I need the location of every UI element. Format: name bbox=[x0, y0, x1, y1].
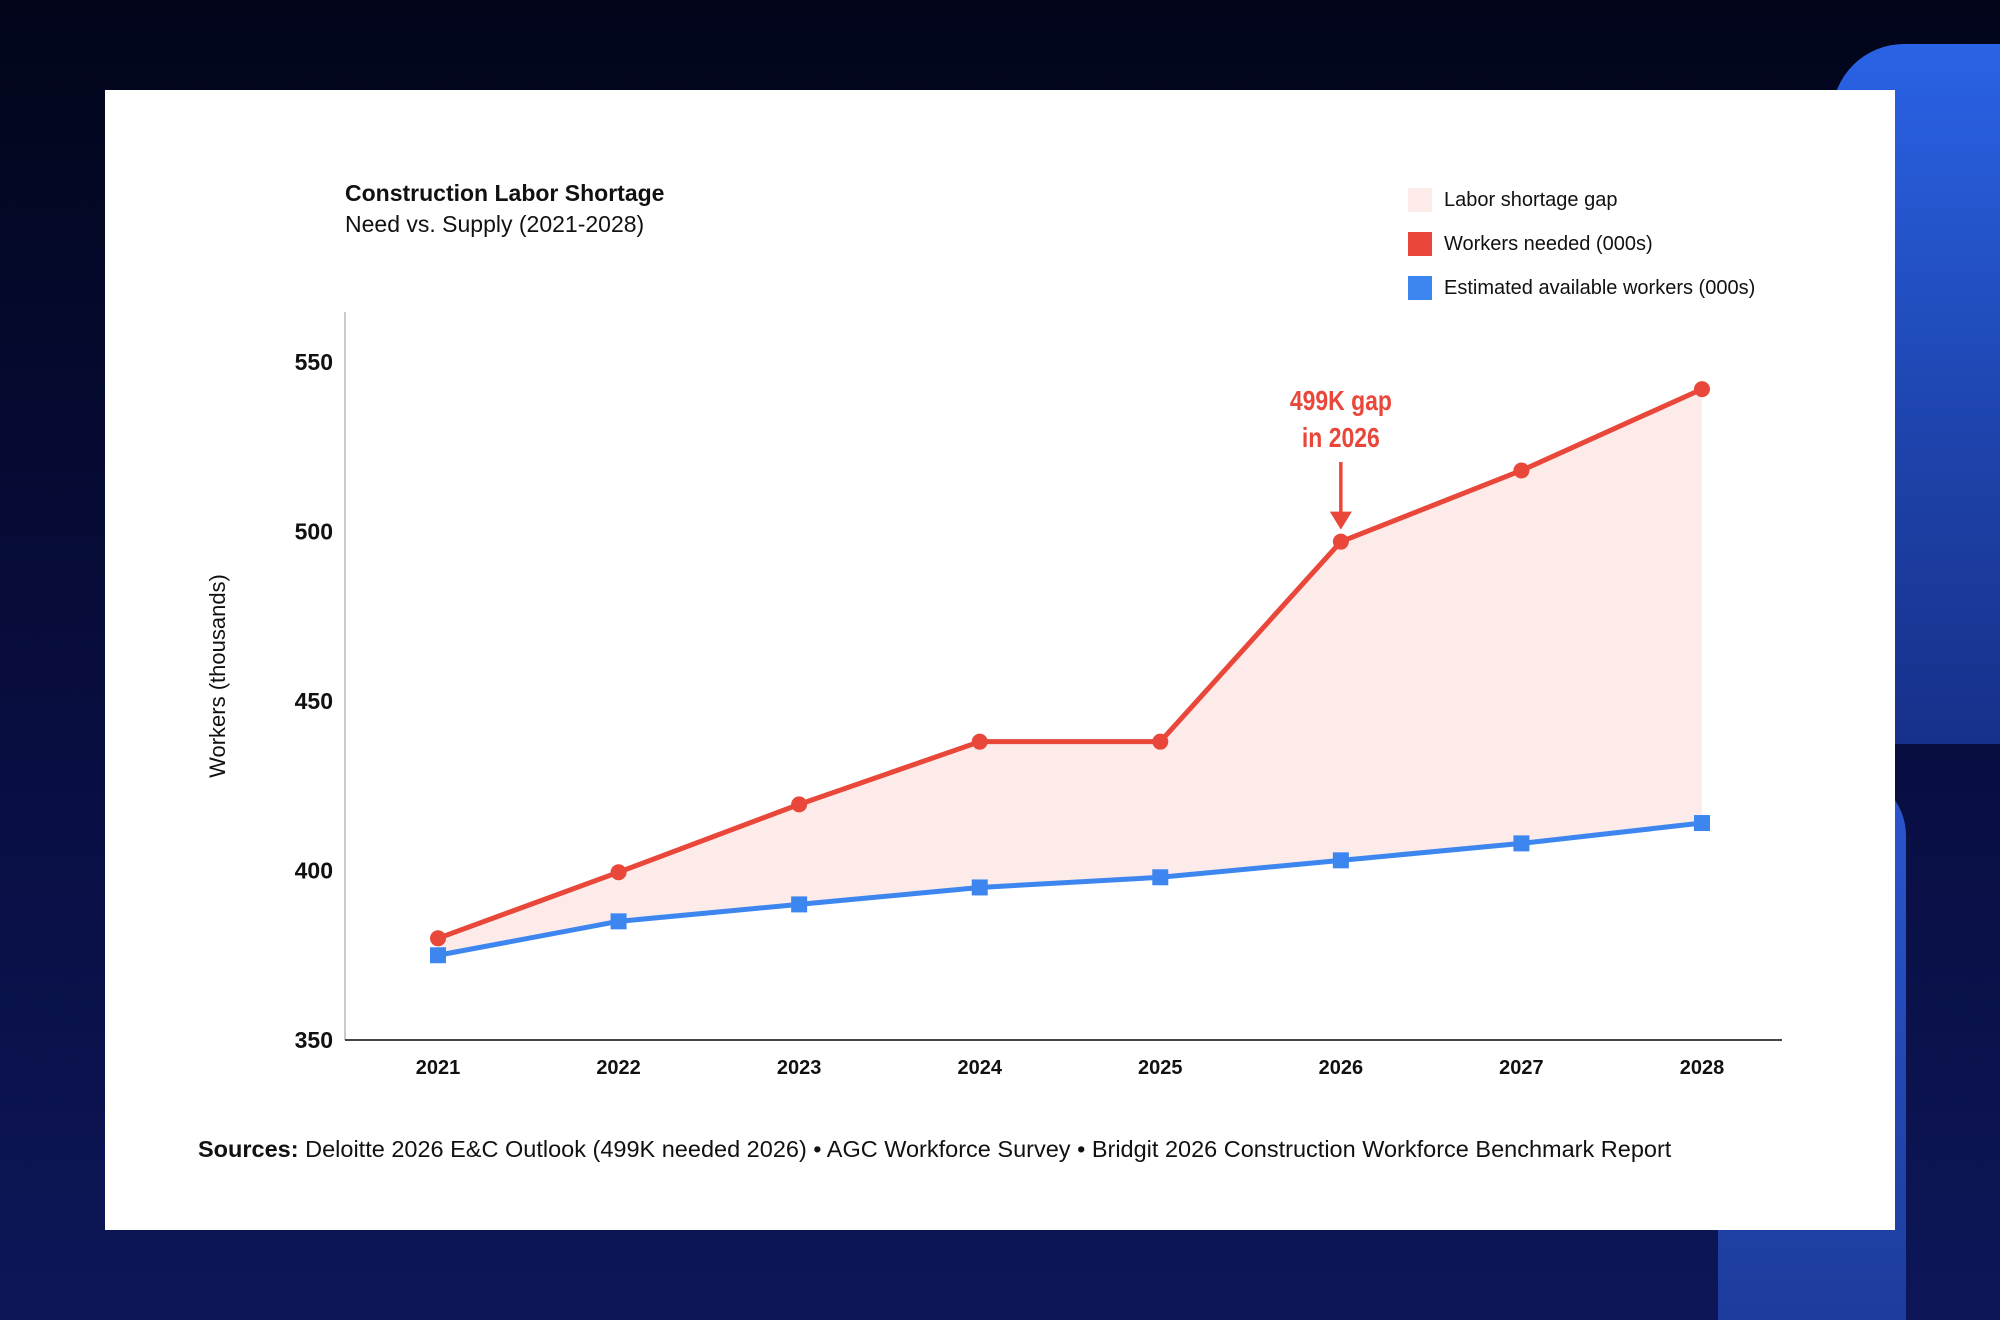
line-chart: 350 400 450 500 550 2021 2022 2023 2024 2025 2026 2… bbox=[205, 312, 1782, 1079]
annotation-label: 499K gap bbox=[1290, 386, 1392, 417]
data-point-available bbox=[430, 947, 446, 964]
sources-footer: Sources: Deloitte 2026 E&C Outlook (499K… bbox=[198, 1136, 1671, 1163]
data-point-needed bbox=[1513, 462, 1530, 479]
y-tick-label: 550 bbox=[295, 349, 333, 375]
data-point-needed bbox=[791, 796, 808, 813]
y-axis-title: Workers (thousands) bbox=[205, 574, 230, 778]
annotation-arrow-head bbox=[1329, 511, 1352, 530]
legend-label-gap: Labor shortage gap bbox=[1444, 188, 1618, 211]
x-tick-label: 2022 bbox=[596, 1057, 641, 1079]
legend-swatch-gap bbox=[1408, 188, 1432, 212]
chart-card: Construction Labor Shortage Need vs. Sup… bbox=[105, 90, 1895, 1230]
series-line-available bbox=[437, 820, 1703, 958]
data-point-needed bbox=[1152, 733, 1169, 750]
data-point-needed bbox=[610, 864, 627, 881]
x-tick-label: 2021 bbox=[416, 1057, 461, 1079]
legend-swatch-available bbox=[1408, 276, 1432, 300]
legend-item-available: Estimated available workers (000s) bbox=[1408, 266, 1755, 310]
data-point-available bbox=[971, 879, 988, 896]
x-tick-label: 2028 bbox=[1680, 1057, 1725, 1079]
legend-swatch-needed bbox=[1408, 232, 1432, 256]
legend-item-needed: Workers needed (000s) bbox=[1408, 222, 1755, 266]
data-point-needed bbox=[1332, 533, 1349, 550]
y-tick-label: 400 bbox=[295, 858, 333, 884]
data-point-available bbox=[610, 913, 627, 930]
y-tick-label: 450 bbox=[295, 688, 333, 714]
legend-item-gap: Labor shortage gap bbox=[1408, 178, 1755, 222]
x-tick-label: 2026 bbox=[1319, 1057, 1364, 1079]
x-tick-label: 2024 bbox=[957, 1057, 1002, 1079]
x-tick-label: 2027 bbox=[1499, 1057, 1544, 1079]
legend-label-available: Estimated available workers (000s) bbox=[1444, 276, 1756, 299]
sources-label: Sources: bbox=[198, 1136, 299, 1162]
series-line-needed bbox=[437, 386, 1704, 941]
y-tick-label: 500 bbox=[295, 519, 333, 545]
x-tick-label: 2025 bbox=[1138, 1057, 1183, 1079]
x-tick-label: 2023 bbox=[777, 1057, 822, 1079]
legend-label-needed: Workers needed (000s) bbox=[1444, 232, 1653, 255]
data-point-available bbox=[1152, 869, 1169, 886]
data-point-needed bbox=[1694, 381, 1710, 398]
data-point-available bbox=[1513, 835, 1530, 852]
data-point-available bbox=[791, 896, 808, 913]
chart-legend: Labor shortage gap Workers needed (000s)… bbox=[1408, 178, 1755, 310]
data-point-needed bbox=[971, 733, 988, 750]
data-point-available bbox=[1332, 852, 1349, 869]
gap-fill-area bbox=[438, 389, 1702, 956]
chart-title: Construction Labor Shortage bbox=[345, 180, 665, 206]
data-point-needed bbox=[430, 930, 446, 947]
y-tick-label: 350 bbox=[295, 1027, 333, 1053]
data-point-available bbox=[1694, 815, 1710, 832]
sources-text: Deloitte 2026 E&C Outlook (499K needed 2… bbox=[305, 1136, 1672, 1162]
chart-subtitle: Need vs. Supply (2021-2028) bbox=[345, 211, 645, 237]
annotation-label: in 2026 bbox=[1302, 423, 1380, 454]
